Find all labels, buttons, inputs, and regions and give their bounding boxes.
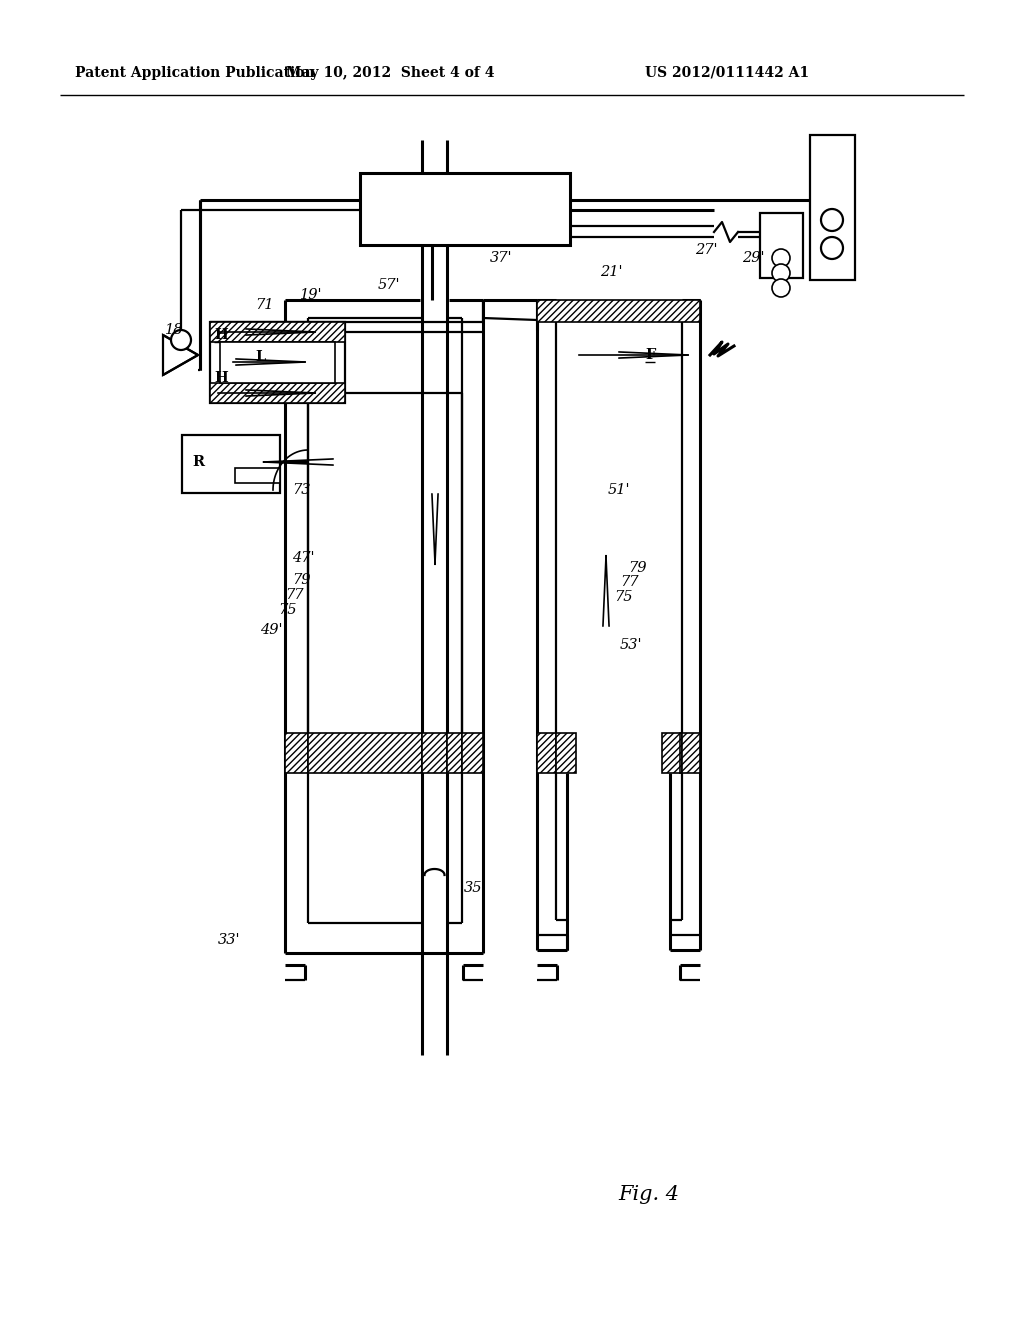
Text: 75: 75: [278, 603, 297, 616]
Text: 19': 19': [300, 288, 323, 302]
Text: 35': 35': [464, 880, 486, 895]
Text: Patent Application Publication: Patent Application Publication: [75, 66, 314, 81]
Text: H: H: [214, 327, 227, 342]
Text: 79: 79: [628, 561, 646, 576]
Bar: [760, 213, 803, 279]
Text: 21': 21': [600, 265, 623, 279]
Bar: [210, 383, 345, 403]
Bar: [308, 733, 422, 774]
Bar: [285, 733, 308, 774]
Bar: [447, 733, 462, 774]
Bar: [220, 342, 335, 383]
Bar: [422, 733, 447, 774]
Text: 77: 77: [620, 576, 639, 589]
Text: 53': 53': [620, 638, 642, 652]
Circle shape: [821, 209, 843, 231]
Text: L: L: [255, 350, 265, 364]
Text: 51': 51': [608, 483, 631, 498]
Bar: [810, 135, 855, 280]
Circle shape: [171, 330, 191, 350]
Text: 27': 27': [695, 243, 718, 257]
Bar: [556, 733, 575, 774]
Text: H: H: [214, 371, 227, 385]
Text: 57': 57': [378, 279, 400, 292]
Bar: [182, 436, 280, 492]
Bar: [210, 322, 345, 403]
Bar: [682, 733, 700, 774]
Text: US 2012/0111442 A1: US 2012/0111442 A1: [645, 66, 809, 81]
Text: 77: 77: [285, 587, 303, 602]
Bar: [537, 300, 700, 322]
Bar: [680, 733, 682, 774]
Bar: [360, 173, 570, 246]
Text: 47': 47': [292, 550, 314, 565]
Text: 33': 33': [218, 933, 241, 946]
Bar: [662, 733, 682, 774]
Circle shape: [772, 264, 790, 282]
Bar: [234, 469, 280, 483]
Text: Fig. 4: Fig. 4: [618, 1185, 679, 1204]
Text: F: F: [645, 348, 655, 362]
Circle shape: [821, 238, 843, 259]
Circle shape: [772, 249, 790, 267]
Text: 75: 75: [614, 590, 633, 605]
Bar: [210, 322, 345, 342]
Text: 37': 37': [490, 251, 512, 265]
Text: 73: 73: [292, 483, 310, 498]
Circle shape: [772, 279, 790, 297]
Text: R: R: [193, 455, 204, 469]
Text: 49': 49': [260, 623, 283, 638]
Bar: [537, 733, 556, 774]
Text: 18: 18: [165, 323, 183, 337]
Text: 29': 29': [742, 251, 765, 265]
Text: 71: 71: [255, 298, 273, 312]
Text: 79: 79: [292, 573, 310, 587]
Text: May 10, 2012  Sheet 4 of 4: May 10, 2012 Sheet 4 of 4: [286, 66, 495, 81]
Bar: [462, 733, 483, 774]
